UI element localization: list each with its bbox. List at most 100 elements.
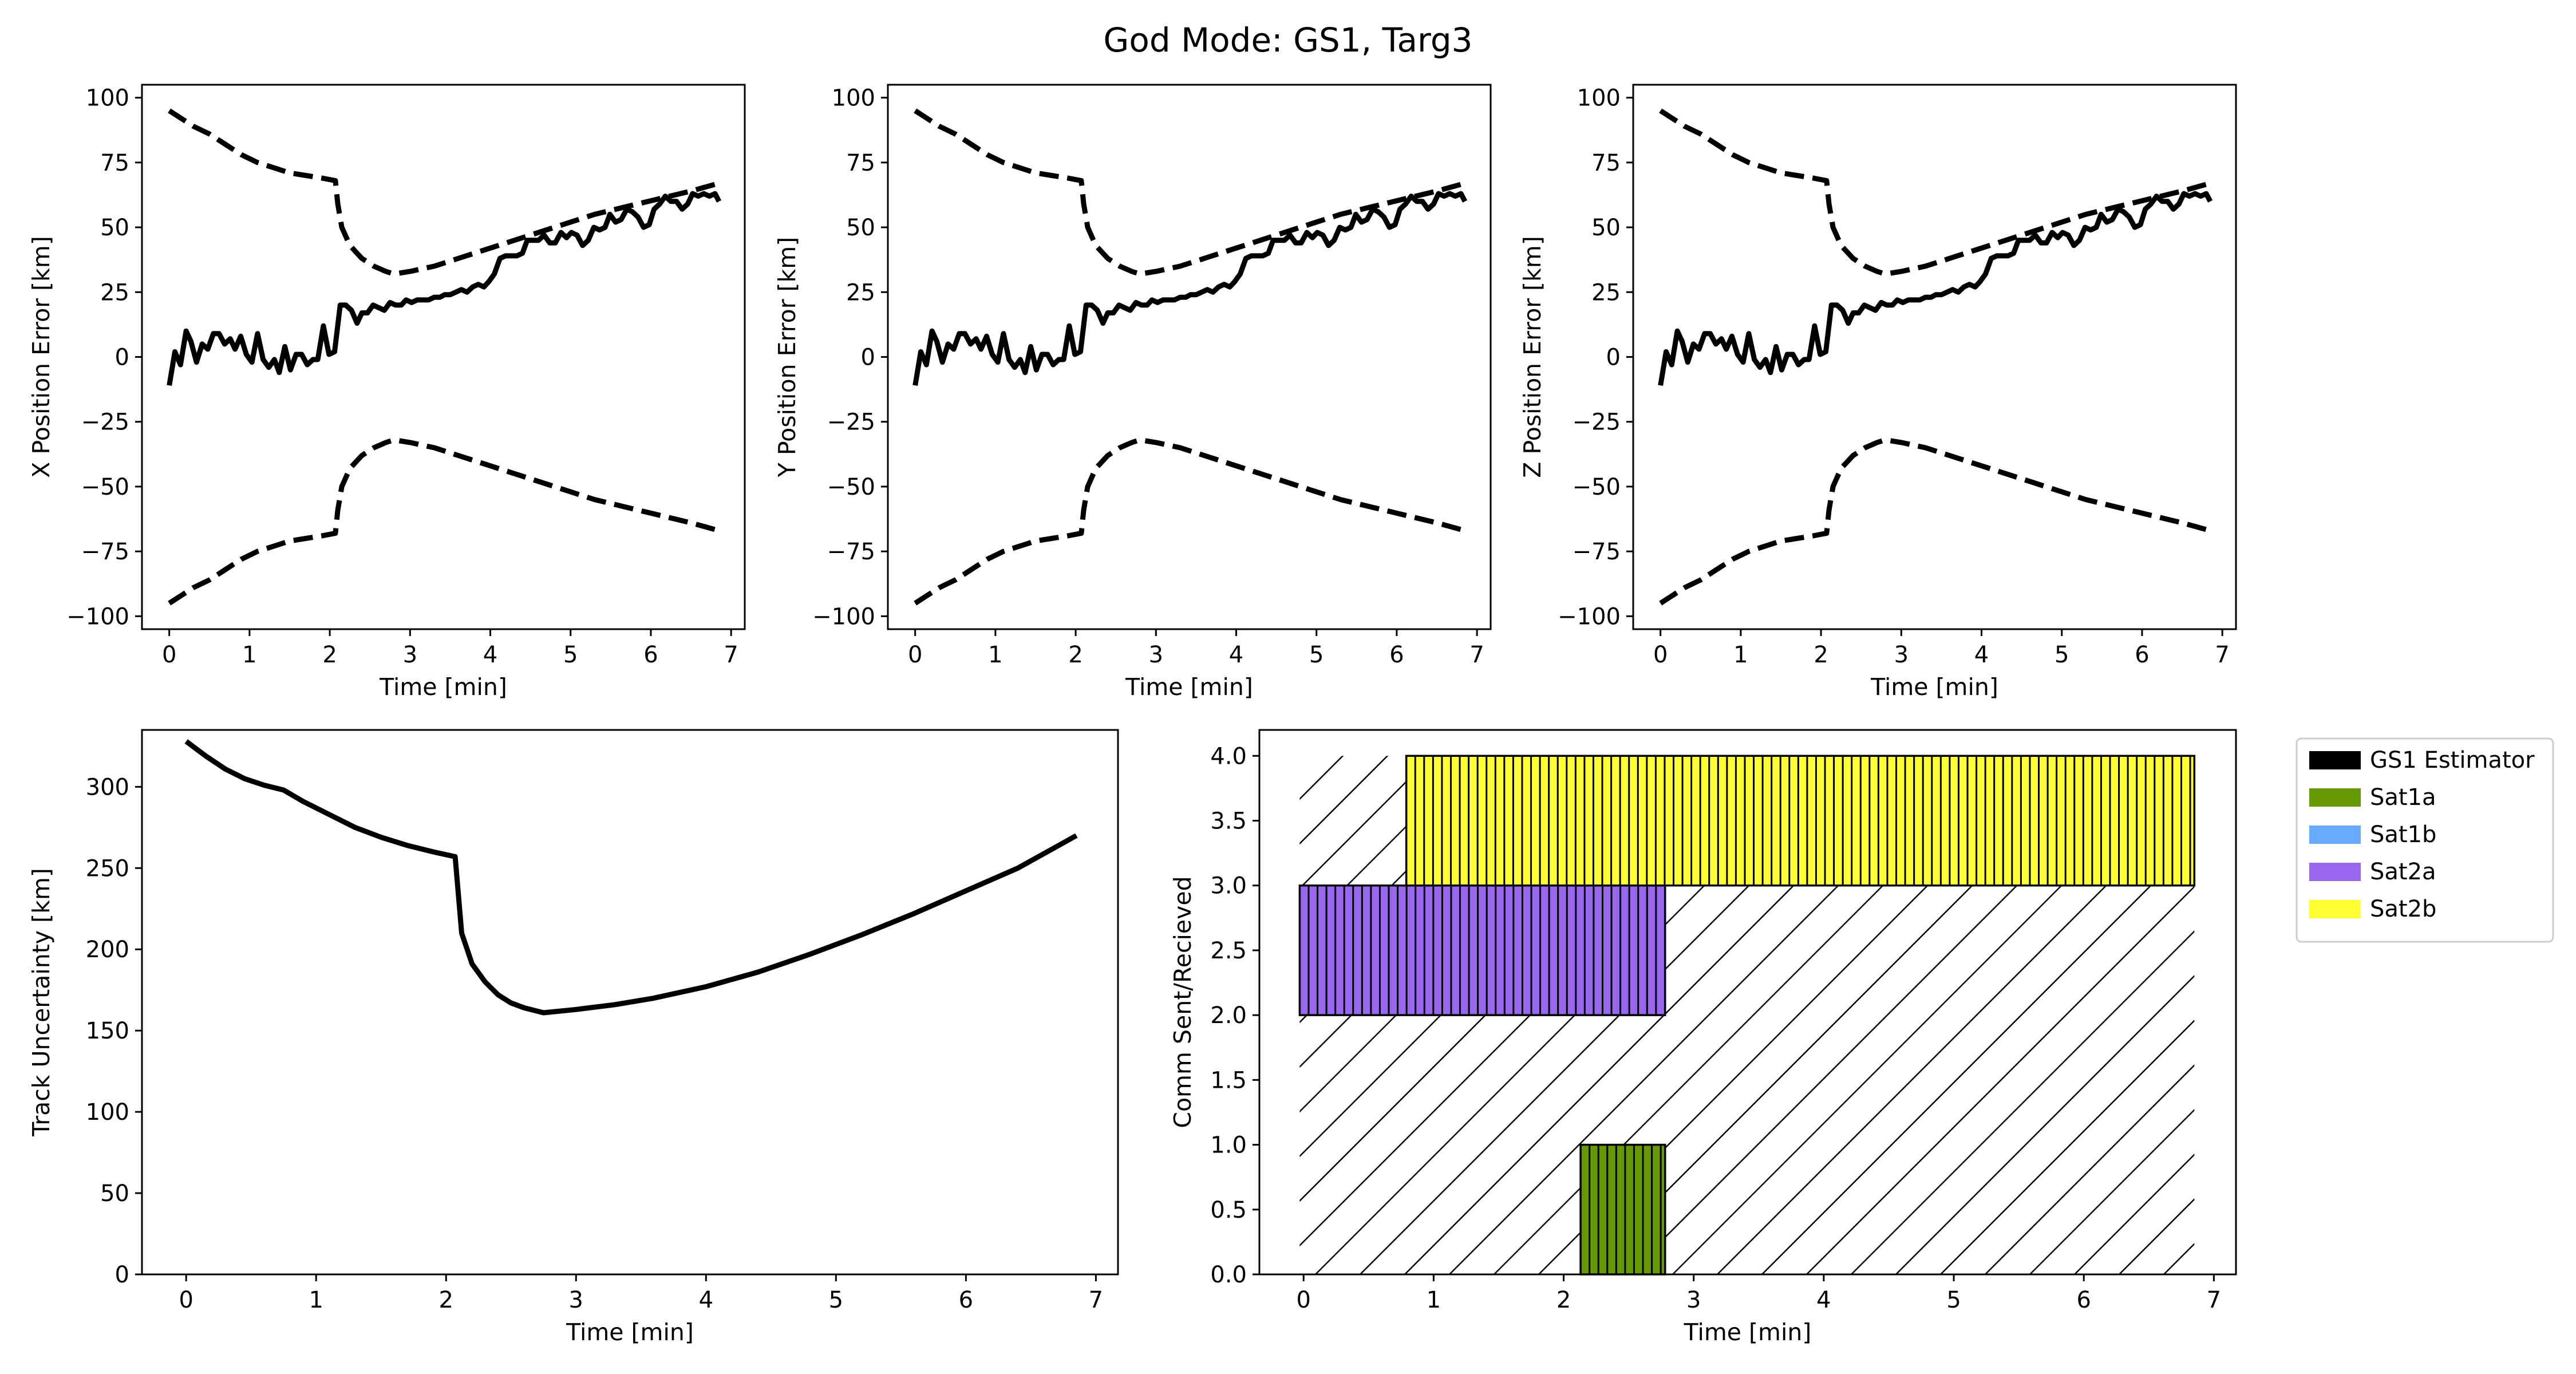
x-tick-label: 2 <box>439 1287 453 1313</box>
x-tick-label: 4 <box>1816 1287 1831 1313</box>
plot-4: 0 1 2 3 4 5 6 7 0 50 100 150 200 250 300 Time [min] Trac… <box>27 729 1119 1346</box>
x-tick-label: 1 <box>988 642 1002 668</box>
bar-sat2b <box>1405 755 2196 887</box>
y-tick-label: 50 <box>100 1180 129 1207</box>
x-axis-label: Time [min] <box>1125 673 1253 701</box>
x-tick-label: 2 <box>1068 642 1082 668</box>
y-tick-label: 100 <box>86 85 129 112</box>
y-tick-label: 100 <box>832 85 875 112</box>
y-tick-label: 1.0 <box>1210 1132 1247 1159</box>
y-tick-label: −50 <box>827 474 875 500</box>
x-tick-label: 4 <box>1974 642 1989 668</box>
x-tick-label: 7 <box>1089 1287 1103 1313</box>
x-tick-label: 3 <box>1894 642 1909 668</box>
x-axis-label: Time [min] <box>566 1318 694 1346</box>
x-tick-label: 5 <box>1946 1287 1961 1313</box>
y-tick-label: −25 <box>81 409 129 436</box>
y-tick-label: 0.5 <box>1210 1197 1247 1223</box>
legend-swatch-gs1-estimator <box>2309 751 2361 769</box>
plot-3: 0 1 2 3 4 5 6 7 −100 −75 −50 −25 0 25 50 75 100 Time [min… <box>1519 84 2237 701</box>
y-tick-label: 300 <box>86 774 129 800</box>
y-tick-label: −75 <box>81 539 129 565</box>
y-tick-label: −100 <box>812 603 875 630</box>
plot-5: 0 1 2 3 4 5 6 7 0.0 0.5 1.0 1.5 2.0 2.5 3.0 3.5 4.0 Time … <box>1169 729 2237 1346</box>
x-tick-label: 6 <box>643 642 658 668</box>
y-tick-label: 75 <box>100 150 129 176</box>
y-tick-label: 50 <box>100 215 129 241</box>
y-tick-label: −50 <box>1573 474 1621 500</box>
legend-swatch-sat2b <box>2309 900 2361 918</box>
y-tick-label: 4.0 <box>1210 743 1247 769</box>
x-axis-label: Time [min] <box>379 673 507 701</box>
bar-outline <box>1405 755 2196 887</box>
y-tick-label: 3.0 <box>1210 873 1247 899</box>
y-axis-label: Comm Sent/Recieved <box>1169 876 1196 1128</box>
y-tick-label: 3.5 <box>1210 808 1247 835</box>
x-tick-label: 5 <box>2055 642 2069 668</box>
bar-sat2a <box>1298 884 1666 1016</box>
y-tick-label: 75 <box>846 150 875 176</box>
y-tick-label: 100 <box>1577 85 1621 112</box>
x-tick-label: 6 <box>2135 642 2149 668</box>
y-tick-label: 200 <box>86 937 129 963</box>
y-axis-label: Y Position Error [km] <box>773 237 801 477</box>
x-tick-label: 6 <box>1389 642 1404 668</box>
y-tick-label: 25 <box>100 279 129 306</box>
plot-1: 0 1 2 3 4 5 6 7 −100 −75 −50 −25 0 25 50 75 100 Time [min… <box>27 84 746 701</box>
y-tick-label: 2.0 <box>1210 1002 1247 1029</box>
x-tick-label: 1 <box>309 1287 323 1313</box>
legend-label: Sat2b <box>2370 896 2436 922</box>
error-line <box>184 739 1078 1016</box>
x-tick-label: 3 <box>1149 642 1163 668</box>
x-tick-label: 5 <box>1309 642 1323 668</box>
y-tick-label: 0 <box>115 1262 129 1288</box>
bar-fill <box>1299 885 1665 1016</box>
bound-line-2 <box>914 437 1466 606</box>
legend-swatch-sat1a <box>2309 788 2361 807</box>
x-axis-label: Time [min] <box>1870 673 1998 701</box>
y-tick-label: 0.0 <box>1210 1262 1247 1288</box>
y-tick-label: −75 <box>1573 539 1621 565</box>
y-tick-label: 25 <box>1591 279 1621 306</box>
x-tick-label: 0 <box>1653 642 1668 668</box>
x-tick-label: 0 <box>179 1287 193 1313</box>
x-tick-label: 0 <box>908 642 922 668</box>
x-tick-label: 3 <box>403 642 417 668</box>
x-tick-label: 1 <box>242 642 256 668</box>
bound-line-2 <box>168 437 720 606</box>
y-tick-label: 0 <box>115 345 129 371</box>
legend-label: Sat1a <box>2370 784 2436 811</box>
error-line <box>912 191 1468 386</box>
y-tick-label: −100 <box>1558 603 1621 630</box>
axes-frame <box>141 729 1119 1276</box>
x-tick-label: 4 <box>699 1287 713 1313</box>
y-tick-label: 0 <box>1606 345 1621 371</box>
x-tick-label: 2 <box>1556 1287 1571 1313</box>
figure-title: God Mode: GS1, Targ3 <box>1103 21 1472 60</box>
x-tick-label: 4 <box>483 642 497 668</box>
y-axis-label: Track Uncertainty [km] <box>27 868 55 1137</box>
x-axis-label: Time [min] <box>1684 1318 1812 1346</box>
legend-label: Sat2a <box>2370 859 2436 885</box>
x-tick-label: 5 <box>563 642 578 668</box>
y-tick-label: 150 <box>86 1018 129 1044</box>
legend-swatch-sat1b <box>2309 826 2361 844</box>
y-axis-label: Z Position Error [km] <box>1519 236 1546 477</box>
x-tick-label: 6 <box>2076 1287 2091 1313</box>
x-tick-label: 4 <box>1229 642 1243 668</box>
x-tick-label: 7 <box>724 642 738 668</box>
legend-label: Sat1b <box>2370 822 2436 848</box>
x-tick-label: 1 <box>1427 1287 1441 1313</box>
y-axis-label: X Position Error [km] <box>27 236 55 477</box>
y-tick-label: 2.5 <box>1210 938 1247 964</box>
bound-line-2 <box>1659 437 2211 606</box>
y-tick-label: 25 <box>846 279 875 306</box>
bound-line-1 <box>914 108 1466 277</box>
y-tick-label: −100 <box>66 603 129 630</box>
bar-sat1a <box>1579 1143 1666 1276</box>
axes-frame <box>1258 729 2237 1276</box>
y-tick-label: −25 <box>827 409 875 436</box>
bar-fill <box>1406 756 2195 886</box>
bound-line-1 <box>1659 108 2211 277</box>
